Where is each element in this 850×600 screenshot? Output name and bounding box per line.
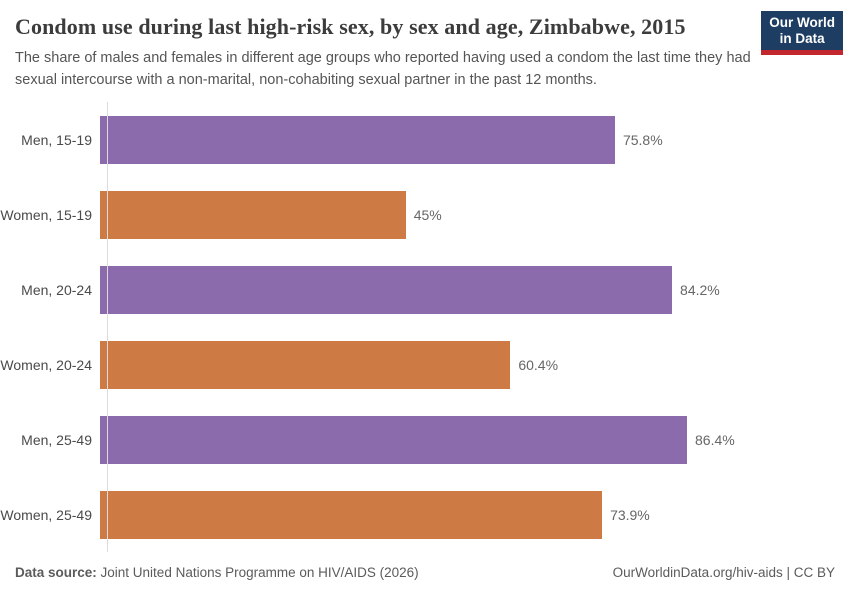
value-label: 45% xyxy=(413,206,442,223)
owid-logo-line1: Our World xyxy=(769,15,835,30)
bar[interactable] xyxy=(100,340,511,389)
y-axis-line xyxy=(107,102,108,552)
owid-logo-line2: in Data xyxy=(779,31,825,46)
bar-row: Men, 15-19 75.8% xyxy=(0,102,850,177)
bar-area: 75.8% xyxy=(100,115,850,164)
value-label: 84.2% xyxy=(680,281,720,298)
owid-logo: Our World in Data xyxy=(761,11,843,55)
bar-row: Women, 15-19 45% xyxy=(0,177,850,252)
bar[interactable] xyxy=(100,265,673,314)
bar-area: 86.4% xyxy=(100,415,850,464)
value-label: 86.4% xyxy=(695,431,735,448)
category-label: Men, 15-19 xyxy=(21,131,92,148)
footer-license-link[interactable]: OurWorldinData.org/hiv-aids | CC BY xyxy=(612,565,835,580)
bar-row: Men, 20-24 84.2% xyxy=(0,252,850,327)
category-label: Men, 20-24 xyxy=(21,281,92,298)
bar-area: 60.4% xyxy=(100,340,850,389)
bar-area: 84.2% xyxy=(100,265,850,314)
bar[interactable] xyxy=(100,115,615,164)
chart-title: Condom use during last high-risk sex, by… xyxy=(15,14,686,39)
value-label: 60.4% xyxy=(518,356,559,373)
bar-area: 45% xyxy=(100,190,850,239)
chart-header: Condom use during last high-risk sex, by… xyxy=(0,0,850,91)
bar-chart: Men, 15-19 75.8% Women, 15-19 45% Men, 20-24… xyxy=(0,102,850,552)
value-label: 75.8% xyxy=(622,131,663,148)
chart-footer: Data source: Joint United Nations Progra… xyxy=(0,552,850,580)
category-label: Women, 25-49 xyxy=(0,506,92,523)
data-source: Data source: Joint United Nations Progra… xyxy=(15,565,419,580)
category-label: Women, 15-19 xyxy=(0,206,92,223)
data-source-label: Data source: xyxy=(15,565,97,580)
bar-row: Women, 25-49 73.9% xyxy=(0,477,850,552)
bar[interactable] xyxy=(100,190,406,239)
value-label: 73.9% xyxy=(610,506,650,523)
data-source-text: Joint United Nations Programme on HIV/AI… xyxy=(96,565,419,580)
bar-area: 73.9% xyxy=(100,490,850,539)
bar-rows: Men, 15-19 75.8% Women, 15-19 45% Men, 20-24… xyxy=(0,102,850,552)
bar-row: Men, 25-49 86.4% xyxy=(0,402,850,477)
bar[interactable] xyxy=(100,415,687,464)
bar[interactable] xyxy=(100,490,603,539)
bar-row: Women, 20-24 60.4% xyxy=(0,327,850,402)
chart-subtitle: The share of males and females in differ… xyxy=(15,50,751,88)
category-label: Men, 25-49 xyxy=(21,431,92,448)
category-label: Women, 20-24 xyxy=(0,356,92,373)
